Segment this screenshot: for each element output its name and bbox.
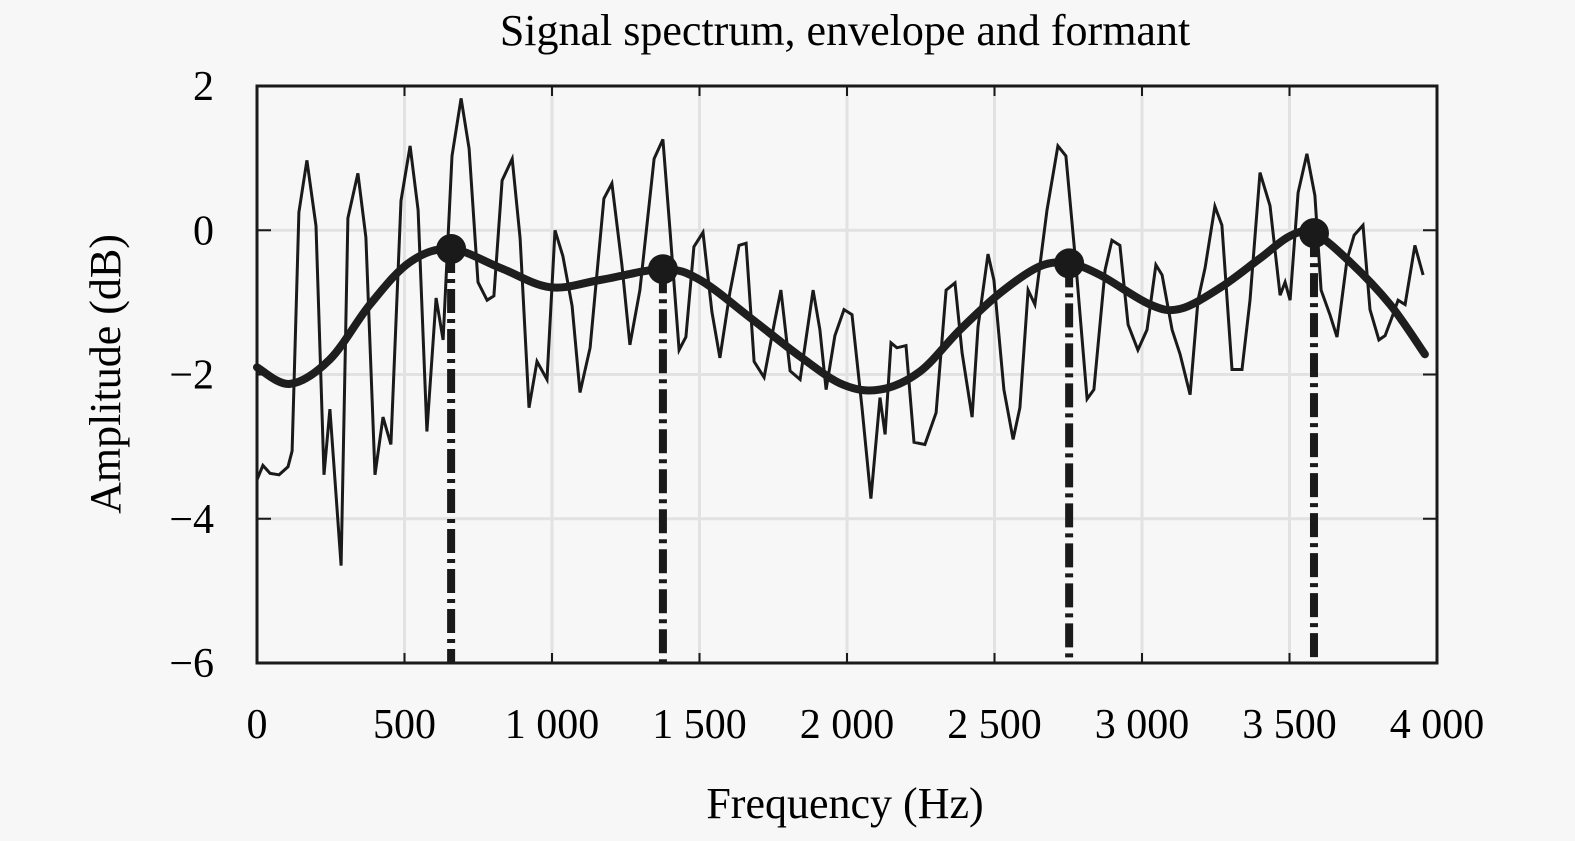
y-tick-label: 0 bbox=[193, 208, 214, 254]
formant-marker bbox=[436, 234, 467, 265]
x-tick-label: 4 000 bbox=[1390, 702, 1485, 748]
x-tick-label: 1 000 bbox=[505, 702, 600, 748]
x-tick-label: 0 bbox=[247, 702, 268, 748]
formant-marker bbox=[647, 254, 678, 285]
formant-marker bbox=[1298, 218, 1329, 249]
y-tick-label: 2 bbox=[193, 64, 214, 110]
x-tick-label: 500 bbox=[373, 702, 436, 748]
x-tick-label: 3 000 bbox=[1095, 702, 1190, 748]
x-axis-label: Frequency (Hz) bbox=[706, 779, 983, 828]
y-tick-label: −2 bbox=[169, 353, 214, 399]
x-tick-label: 2 500 bbox=[947, 702, 1042, 748]
formant-marker bbox=[1054, 248, 1085, 279]
y-tick-labels: 2 0 −2 −4 −6 bbox=[169, 64, 214, 687]
x-tick-label: 1 500 bbox=[652, 702, 747, 748]
x-tick-label: 2 000 bbox=[800, 702, 895, 748]
y-tick-label: −4 bbox=[169, 497, 214, 543]
spectrum-line bbox=[255, 98, 1425, 566]
x-tick-label: 3 500 bbox=[1242, 702, 1337, 748]
y-tick-label: −6 bbox=[169, 641, 214, 687]
y-axis-label: Amplitude (dB) bbox=[81, 234, 130, 514]
chart-title: Signal spectrum, envelope and formant bbox=[500, 6, 1190, 55]
axis-ticks bbox=[256, 85, 1438, 664]
formant-markers bbox=[436, 218, 1329, 285]
formant-lines bbox=[447, 233, 1318, 663]
x-tick-labels: 0 500 1 000 1 500 2 000 2 500 3 000 3 500 4 000 bbox=[247, 702, 1485, 748]
